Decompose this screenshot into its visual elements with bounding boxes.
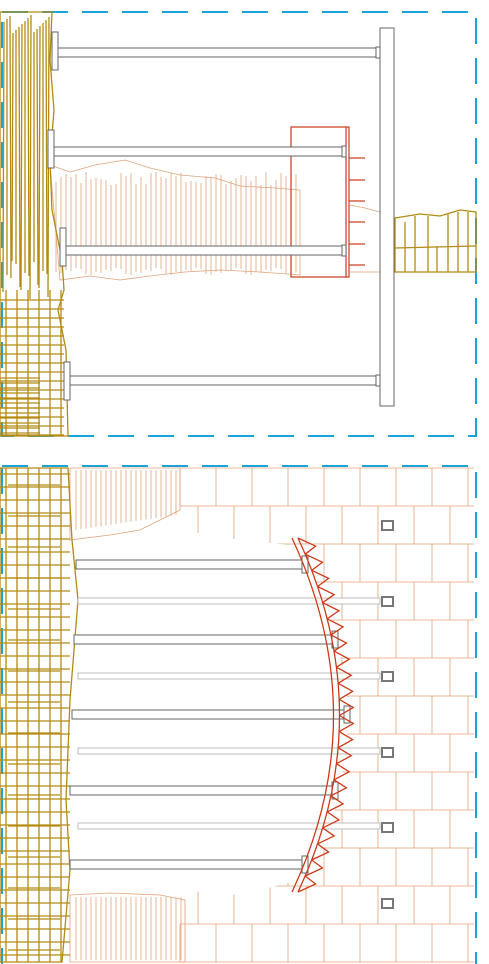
soil-strip-top <box>69 467 181 541</box>
light-struts <box>77 597 381 830</box>
curved-wall <box>291 537 355 893</box>
rock-grid-left <box>0 467 79 963</box>
strut-4 <box>63 361 381 401</box>
soil-mass <box>49 159 301 281</box>
rock-wall-left <box>0 11 69 437</box>
struts-section <box>47 31 381 401</box>
plan-boundary <box>1 465 477 964</box>
soil-right <box>349 204 381 273</box>
strut-2 <box>47 129 347 169</box>
anchor-6 <box>381 898 394 909</box>
right-column <box>379 27 395 407</box>
plan-panel <box>0 465 477 964</box>
anchor-1 <box>381 520 394 531</box>
strut-3 <box>59 227 347 267</box>
soil-strip-bottom <box>69 892 186 963</box>
anchor-5 <box>381 822 394 833</box>
strut-1 <box>51 31 381 71</box>
anchor-markers <box>381 520 394 909</box>
rock-block-right <box>394 209 477 273</box>
anchor-2 <box>381 596 394 607</box>
anchor-3 <box>381 671 394 682</box>
section-panel <box>0 11 477 437</box>
anchor-4 <box>381 747 394 758</box>
